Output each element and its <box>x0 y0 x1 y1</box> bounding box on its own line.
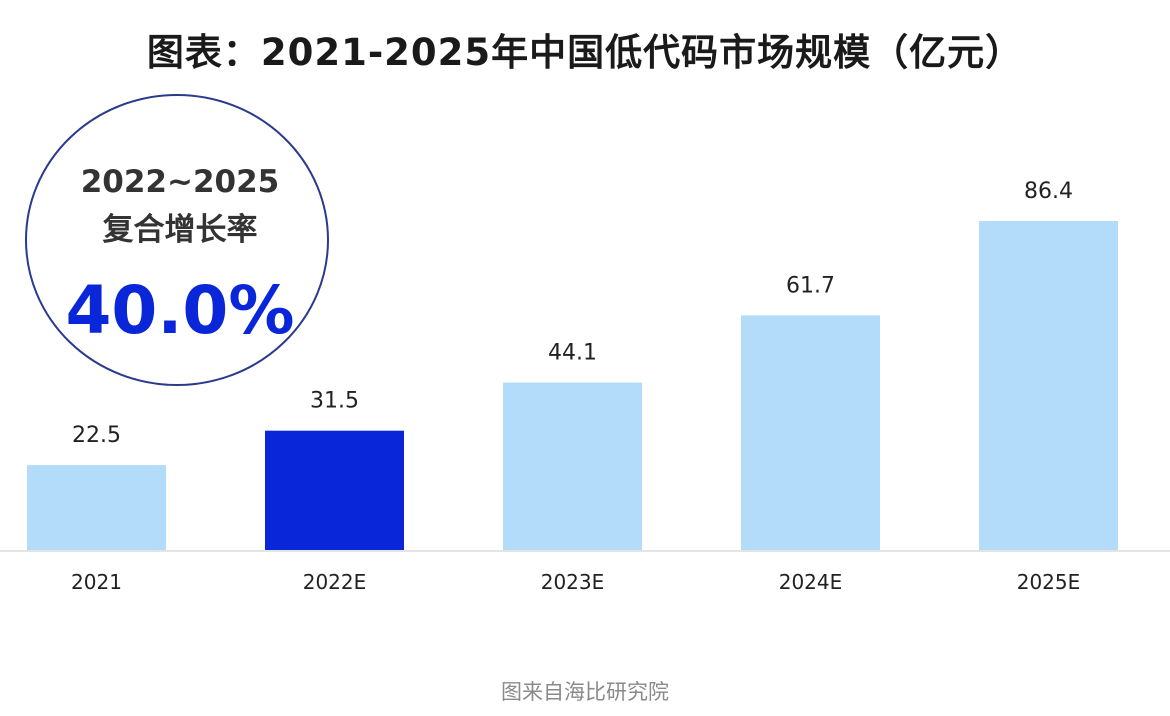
cagr-period: 2022~2025 <box>81 164 280 200</box>
x-tick-label: 2024E <box>779 570 843 594</box>
chart-title: 图表：2021-2025年中国低代码市场规模（亿元） <box>146 31 1024 74</box>
x-tick-label: 2023E <box>541 570 605 594</box>
bar-2025E <box>979 221 1118 551</box>
bar-2021 <box>27 465 166 551</box>
cagr-circle <box>25 94 329 386</box>
x-tick-label: 2025E <box>1017 570 1081 594</box>
data-label: 61.7 <box>786 273 835 298</box>
cagr-annotation: 2022~2025 复合增长率 40.0% <box>25 94 329 386</box>
bar-2022E <box>265 430 404 551</box>
x-tick-label: 2022E <box>303 570 367 594</box>
data-label: 22.5 <box>72 423 121 448</box>
cagr-label: 复合增长率 <box>103 212 258 248</box>
bar-2024E <box>741 315 880 551</box>
data-label: 44.1 <box>548 341 597 366</box>
source-note: 图来自海比研究院 <box>501 680 669 704</box>
x-tick-label: 2021 <box>71 570 122 594</box>
data-label: 86.4 <box>1024 179 1073 204</box>
data-label: 31.5 <box>310 389 359 414</box>
cagr-value: 40.0% <box>66 272 295 349</box>
bar-2023E <box>503 382 642 551</box>
